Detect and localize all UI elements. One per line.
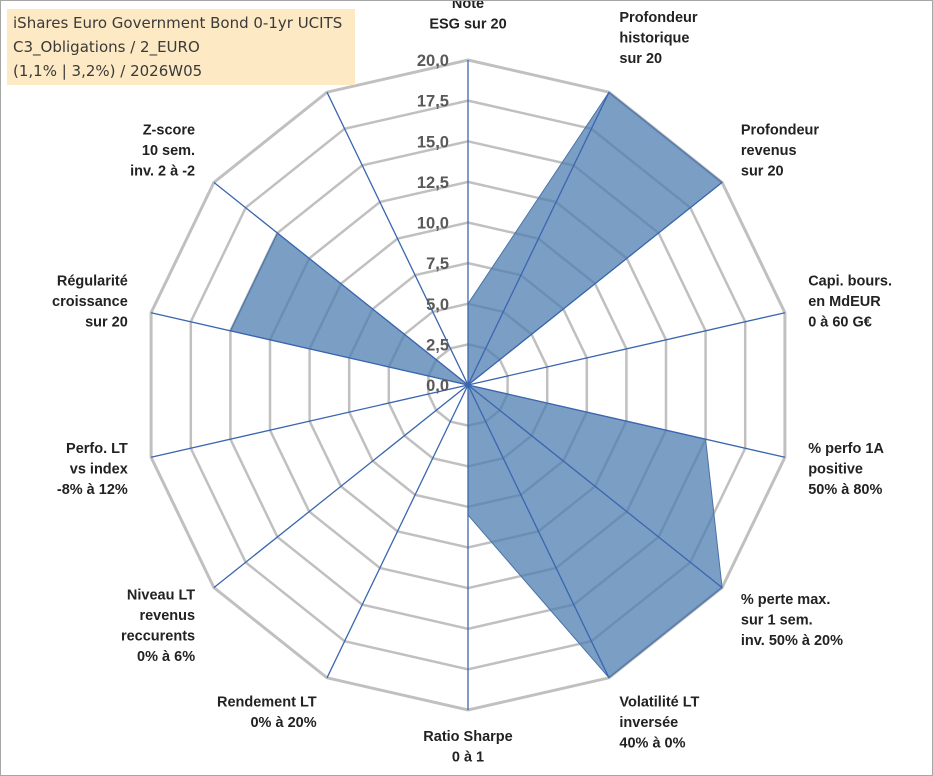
axis-label-2: Profondeur: [619, 10, 697, 26]
fund-info-box: iShares Euro Government Bond 0-1yr UCITS…: [7, 9, 355, 85]
axis-label-1: ESG sur 20: [429, 17, 506, 33]
tick-label: 7,5: [426, 255, 449, 273]
fund-stats: (1,1% | 3,2%) / 2026W05: [13, 62, 203, 80]
axis-label-10: reccurents: [121, 629, 195, 645]
axis-label-3: revenus: [741, 143, 797, 159]
axis-label-5: 50% à 80%: [808, 482, 882, 498]
axis-labels: Note ESG sur 20 Profondeur historique sur 20…: [52, 0, 892, 766]
axis-label-13: 10 sem.: [142, 143, 195, 159]
axis-label-12: Régularité: [57, 273, 128, 289]
radar-series: [229, 91, 723, 679]
axis-label-4: Capi. bours.: [808, 273, 892, 289]
axis-label-7: 40% à 0%: [619, 735, 685, 751]
axis-label-11: vs index: [70, 462, 128, 478]
axis-label-10: 0% à 6%: [137, 649, 195, 665]
tick-label: 15,0: [417, 133, 449, 151]
axis-label-12: croissance: [52, 294, 128, 310]
axis-label-4: 0 à 60 G€: [808, 314, 872, 330]
spoke-7: [467, 384, 610, 679]
axis-label-4: en MdEUR: [808, 294, 881, 310]
fund-category: C3_Obligations / 2_EURO: [13, 38, 200, 56]
axis-label-10: Niveau LT: [127, 588, 195, 604]
tick-label: 5,0: [426, 296, 449, 314]
axis-label-9: 0% à 20%: [250, 715, 316, 731]
axis-label-13: inv. 2 à -2: [130, 163, 195, 179]
axis-label-6: sur 1 sem.: [741, 613, 813, 629]
axis-label-3: Profondeur: [741, 122, 819, 138]
fund-name: iShares Euro Government Bond 0-1yr UCITS: [13, 14, 343, 32]
tick-label: 12,5: [417, 174, 449, 192]
axis-label-7: Volatilité LT: [619, 694, 699, 710]
tick-label: 17,5: [417, 93, 449, 111]
axis-label-6: inv. 50% à 20%: [741, 633, 843, 649]
spoke-14: [326, 91, 469, 386]
axis-label-13: Z-score: [143, 122, 195, 138]
axis-label-8: 0 à 1: [452, 750, 484, 766]
tick-label: 20,0: [417, 52, 449, 70]
spoke-6: [467, 384, 723, 589]
spoke-5: [467, 384, 786, 458]
spoke-10: [213, 384, 469, 589]
axis-label-2: historique: [619, 31, 689, 47]
tick-label: 10,0: [417, 215, 449, 233]
axis-label-12: sur 20: [85, 314, 128, 330]
axis-label-10: revenus: [139, 608, 195, 624]
spoke-4: [467, 312, 786, 386]
spoke-12: [150, 312, 469, 386]
axis-label-6: % perte max.: [741, 592, 830, 608]
spoke-11: [150, 384, 469, 458]
axis-label-1: Note: [452, 0, 484, 12]
axis-label-3: sur 20: [741, 163, 784, 179]
axis-label-11: Perfo. LT: [66, 441, 128, 457]
axis-label-7: inversée: [619, 715, 678, 731]
tick-label: 2,5: [426, 336, 449, 354]
spoke-13: [213, 181, 469, 386]
radar-spokes: [150, 60, 786, 710]
tick-label: 0,0: [426, 377, 449, 395]
axis-label-5: positive: [808, 462, 863, 478]
series-area: [229, 91, 723, 679]
spoke-3: [467, 181, 723, 386]
radial-axis-ticks: 0,0 2,5 5,0 7,5 10,0 12,5 15,0 17,5 20,0: [417, 52, 449, 395]
spoke-2: [467, 91, 610, 386]
axis-label-5: % perfo 1A: [808, 441, 884, 457]
axis-label-8: Ratio Sharpe: [423, 729, 512, 745]
axis-label-2: sur 20: [619, 51, 662, 67]
axis-label-9: Rendement LT: [217, 694, 317, 710]
spoke-9: [326, 384, 469, 679]
axis-label-11: -8% à 12%: [57, 482, 128, 498]
